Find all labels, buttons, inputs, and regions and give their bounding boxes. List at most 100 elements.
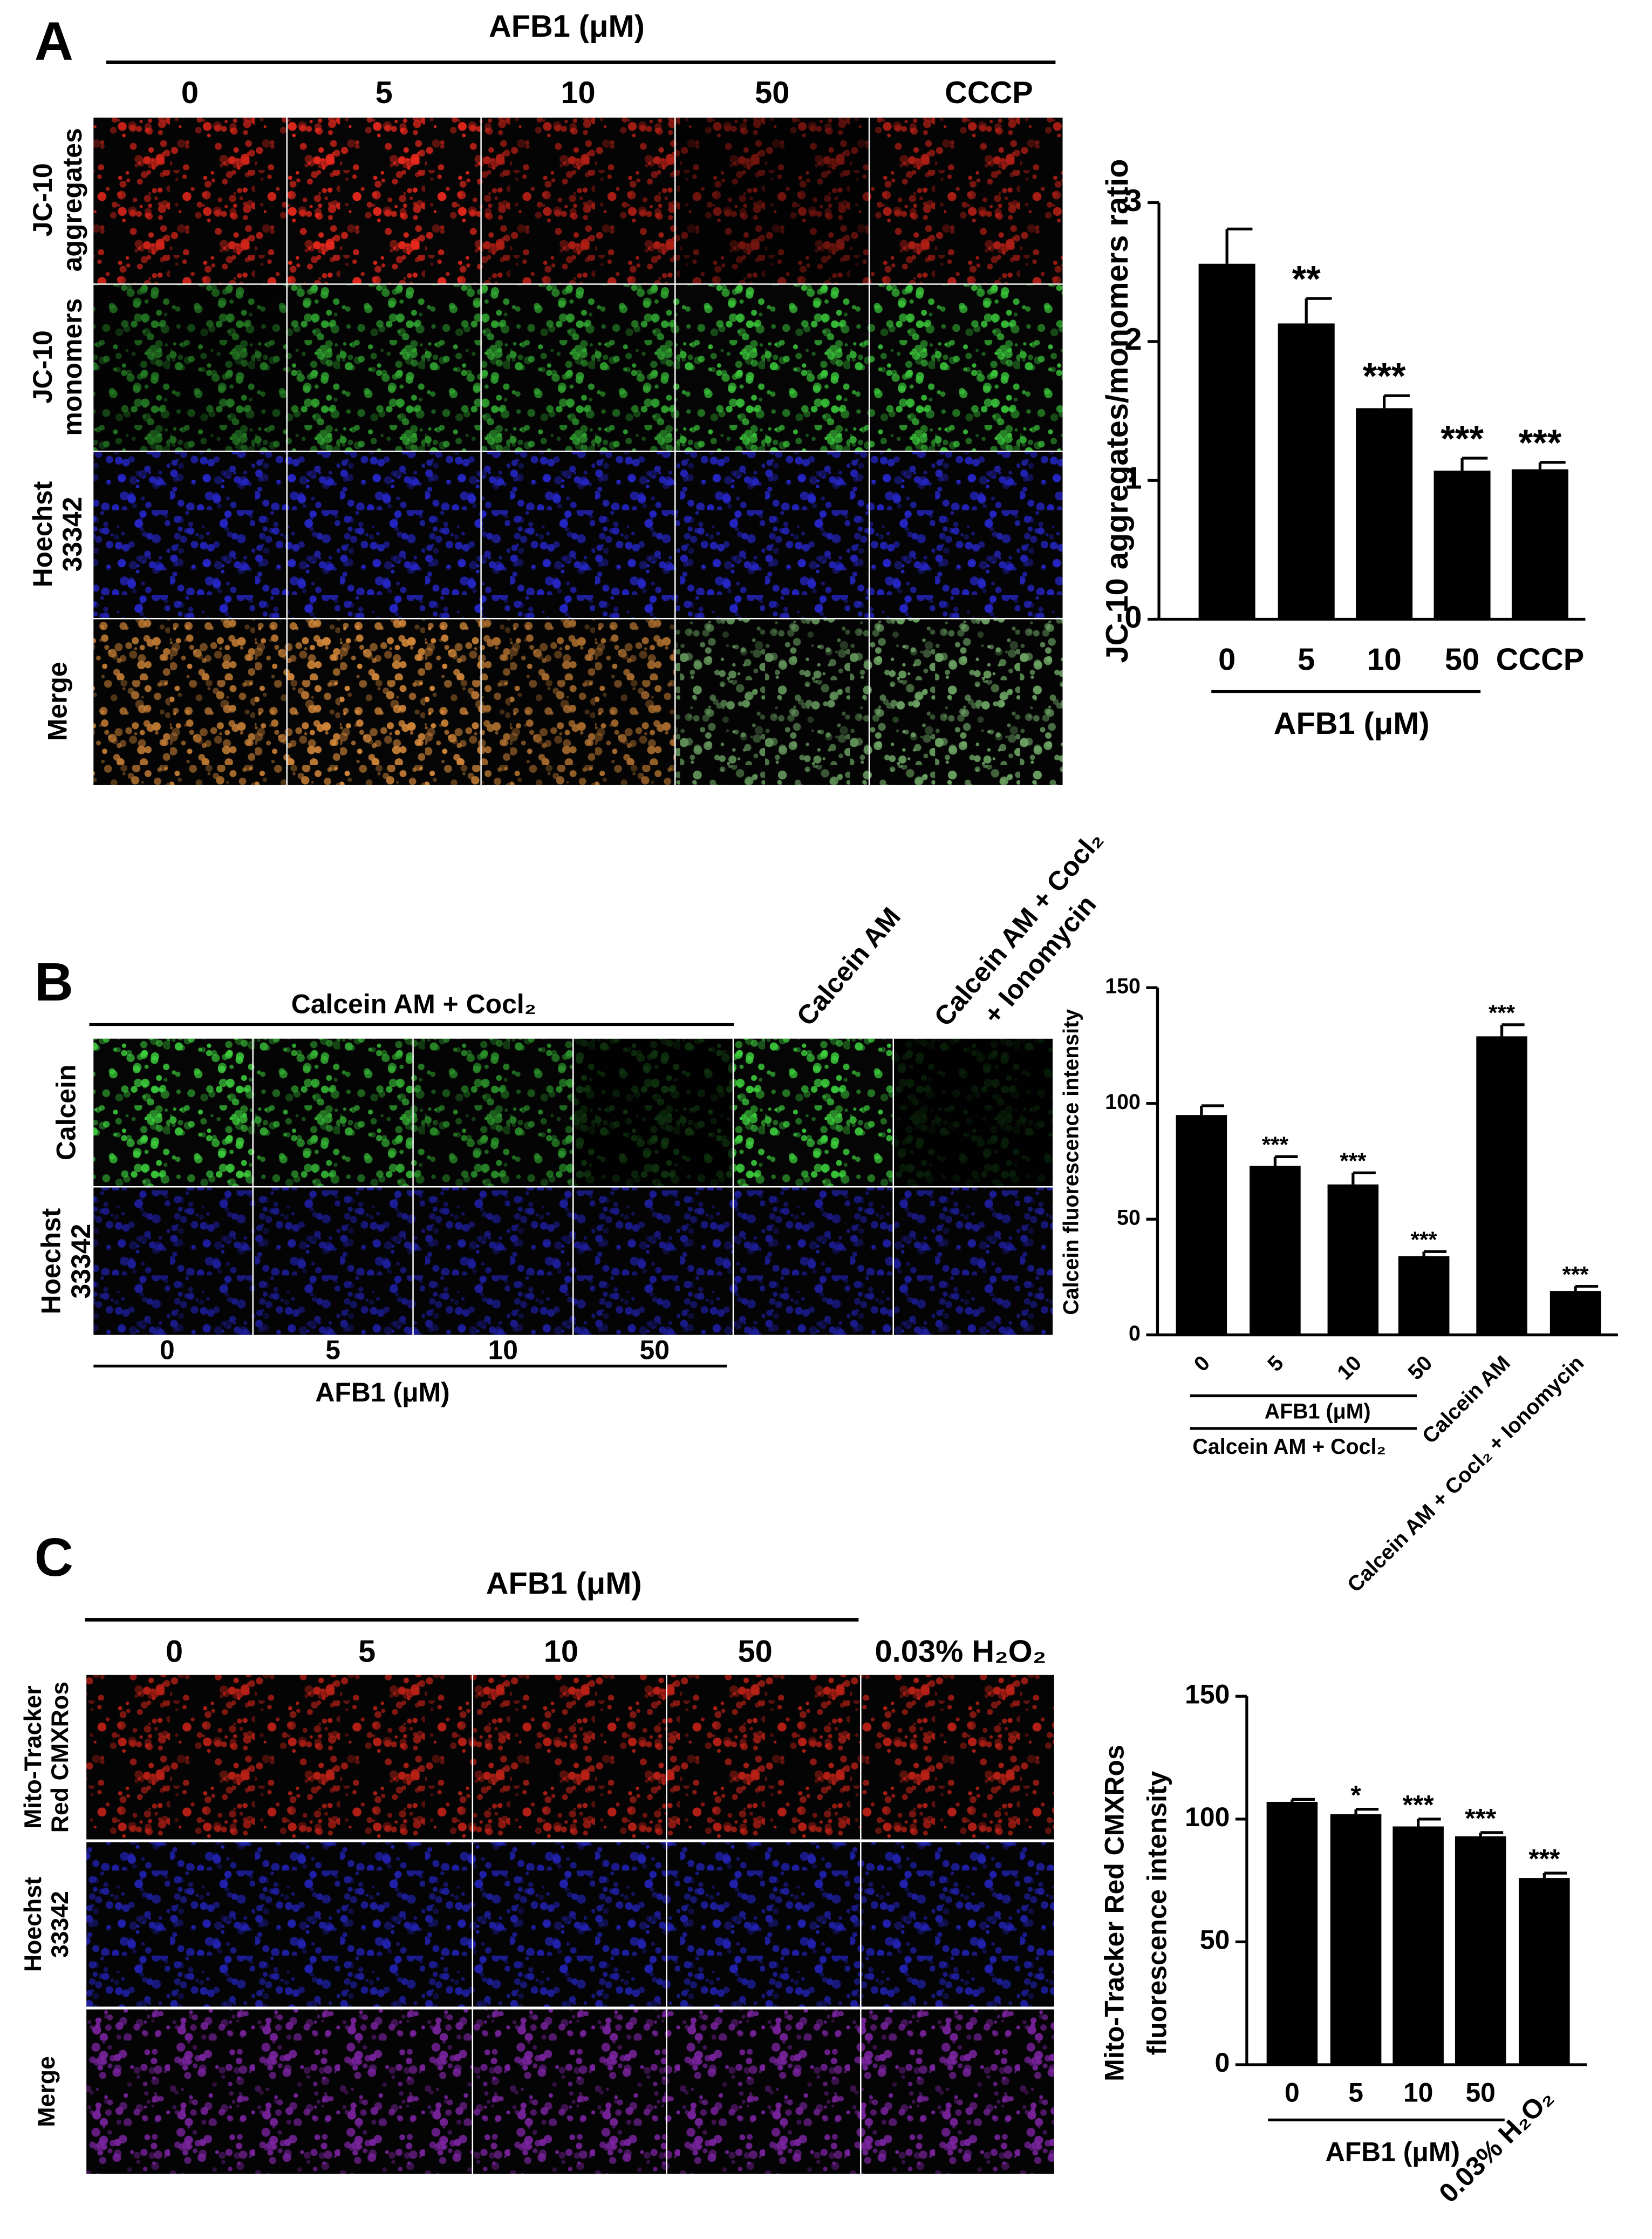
significance-label: *** — [1441, 418, 1484, 459]
y-axis-label: fluorescence intensity — [1142, 1771, 1172, 2055]
bar — [1266, 1801, 1318, 2065]
micrograph-texture — [86, 2009, 279, 2174]
bar — [1356, 408, 1413, 620]
panel-label: A — [35, 11, 73, 71]
micrograph-texture — [894, 1187, 1053, 1335]
x-tick-label: 10 — [1333, 1351, 1366, 1385]
row-label: Merge — [33, 2056, 60, 2127]
y-tick-label: 50 — [1200, 1925, 1230, 1955]
micrograph-texture — [254, 1038, 413, 1186]
bar — [1519, 1878, 1570, 2065]
y-tick-label: 0 — [1215, 2047, 1230, 2078]
micrograph-texture — [861, 1842, 1054, 2007]
y-axis-label: JC-10 aggregates/monomers ratio — [1100, 159, 1135, 663]
micrograph-texture — [279, 1842, 472, 2007]
x-tick-label: 5 — [1298, 643, 1315, 677]
bar — [1250, 1166, 1301, 1335]
panel-label: B — [35, 952, 73, 1012]
column-label: 0 — [166, 1635, 183, 1669]
x-tick-label: 50 — [1445, 643, 1479, 677]
micrograph-texture — [481, 284, 675, 451]
micrograph-texture — [86, 1842, 279, 2007]
group-label: Calcein AM + Cocl₂ — [1192, 1435, 1385, 1459]
micrograph-texture — [279, 1675, 472, 1840]
y-tick-label: 3 — [1124, 183, 1142, 218]
micrograph-texture — [675, 452, 869, 618]
y-tick-label: 100 — [1185, 1802, 1230, 1832]
column-label: 10 — [488, 1335, 518, 1365]
significance-label: *** — [1262, 1132, 1289, 1158]
x-tick-label: 50 — [1465, 2077, 1495, 2107]
bar — [1176, 1115, 1227, 1335]
micrograph-texture — [861, 1675, 1054, 1840]
y-tick-label: 0 — [1124, 600, 1142, 635]
significance-label: *** — [1403, 1790, 1435, 1820]
micrograph-texture — [254, 1187, 413, 1335]
micrograph-texture — [870, 117, 1063, 284]
row-label: Hoechst — [28, 481, 58, 588]
row-label: Calcein — [51, 1065, 81, 1160]
micrograph-texture — [413, 1187, 572, 1335]
column-label: 50 — [640, 1335, 670, 1365]
bar — [1327, 1184, 1379, 1335]
y-axis-label: Mito-Tracker Red CMXRos — [1099, 1745, 1129, 2081]
column-label: Calcein AM — [790, 902, 906, 1032]
micrograph-texture — [473, 1675, 666, 1840]
row-label: Merge — [43, 662, 73, 741]
column-label: 0 — [181, 76, 199, 110]
micrograph-texture — [473, 1842, 666, 2007]
x-tick-label: 5 — [1263, 1351, 1288, 1377]
micrograph-texture — [473, 2009, 666, 2174]
x-tick-label: 0 — [1189, 1351, 1214, 1377]
panel-label: C — [35, 1528, 73, 1588]
column-label: 5 — [376, 76, 393, 110]
bar — [1398, 1256, 1450, 1335]
row-label: 33342 — [57, 497, 87, 572]
row-label: monomers — [57, 298, 87, 436]
significance-label: * — [1350, 1780, 1361, 1810]
column-label: 0 — [160, 1335, 175, 1365]
x-tick-label: 10 — [1403, 2077, 1433, 2107]
micrograph-texture — [288, 619, 481, 785]
row-label: Hoechst — [36, 1208, 66, 1315]
column-label: 10 — [544, 1635, 578, 1669]
bar — [1330, 1814, 1382, 2065]
micrograph-texture — [675, 284, 869, 451]
column-label: 50 — [738, 1635, 773, 1669]
bar — [1476, 1036, 1527, 1335]
micrograph-texture — [870, 619, 1063, 785]
bar — [1198, 263, 1255, 620]
micrograph-texture — [667, 1842, 861, 2007]
micrograph-texture — [734, 1038, 893, 1186]
bar — [1455, 1836, 1506, 2065]
micrograph-texture — [93, 452, 286, 618]
row-label: Red CMXRos — [47, 1682, 73, 1833]
significance-label: ** — [1292, 258, 1321, 300]
x-tick-label: 5 — [1348, 2077, 1363, 2107]
column-label: 5 — [358, 1635, 376, 1669]
y-tick-label: 1 — [1124, 461, 1142, 495]
row-label: JC-10 — [28, 163, 58, 236]
x-tick-label: 0 — [1285, 2077, 1300, 2107]
significance-label: *** — [1528, 1844, 1560, 1874]
significance-label: *** — [1489, 1000, 1516, 1025]
micrograph-texture — [574, 1038, 733, 1186]
significance-label: *** — [1411, 1227, 1438, 1252]
x-tick-label: CCCP — [1496, 643, 1585, 677]
micrograph-texture — [413, 1038, 572, 1186]
column-label: 5 — [325, 1335, 340, 1365]
group-label: AFB1 (μM) — [1326, 2137, 1460, 2167]
row-label: aggregates — [57, 128, 87, 271]
micrograph-texture — [870, 452, 1063, 618]
micrograph-texture — [288, 117, 481, 284]
footer: AFB1 (μM) — [315, 1377, 449, 1407]
micrograph-texture — [288, 452, 481, 618]
micrograph-texture — [93, 117, 286, 284]
bar — [1392, 1826, 1444, 2065]
micrograph-texture — [93, 1038, 252, 1186]
bar — [1511, 469, 1568, 620]
significance-label: *** — [1363, 356, 1406, 397]
micrograph-texture — [870, 284, 1063, 451]
